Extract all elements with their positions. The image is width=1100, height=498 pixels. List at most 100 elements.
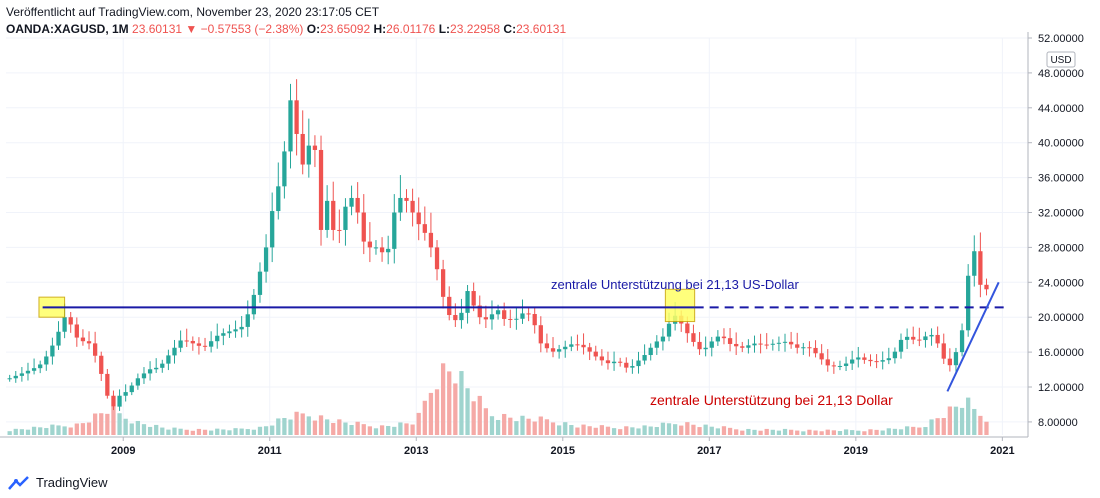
volume-bar (727, 427, 733, 435)
volume-bar (343, 422, 348, 435)
candle-body (74, 324, 79, 338)
tradingview-brand: TradingView (36, 475, 108, 490)
candle-body (68, 317, 73, 325)
volume-bar (648, 426, 653, 435)
volume-bar (270, 425, 275, 435)
candle-body (318, 149, 324, 230)
drawings: zentrale Unterstützung bei 21,13 US-Doll… (38, 277, 1005, 408)
chart-header: Veröffentlicht auf TradingView.com, Nove… (6, 4, 1100, 38)
candle-body (62, 317, 67, 332)
time-axis: 2009 2011 2013 2015 2017 2019 2021 (0, 436, 1028, 457)
volume-bar (837, 431, 843, 435)
volume-bar (245, 429, 250, 435)
candle-body (208, 341, 214, 347)
candle-body (556, 349, 562, 352)
volume-bar (459, 371, 464, 435)
candle-body (331, 200, 336, 230)
candle-body (129, 385, 134, 393)
close-label: C: (503, 22, 517, 36)
volume-bar (434, 389, 440, 435)
candle-body (7, 378, 12, 380)
open-label: O: (306, 22, 321, 36)
volume-bar (856, 430, 861, 435)
high-value: 26.01176 (386, 22, 436, 36)
volume-bar (440, 363, 446, 435)
candle-body (453, 315, 458, 321)
candle-body (135, 378, 141, 386)
candle-body (837, 365, 843, 367)
candle-body (428, 232, 434, 248)
volume-bar (526, 418, 531, 435)
currency-badge-label: USD (1050, 55, 1071, 66)
candle-body (642, 355, 647, 361)
candle-body (648, 347, 653, 356)
candle-body (831, 365, 836, 367)
x-tick-label: 2011 (258, 445, 282, 457)
candle-body (514, 318, 519, 320)
candle-body (31, 368, 37, 371)
y-tick-label: 44.00000 (1038, 103, 1084, 115)
published-line: Veröffentlicht auf TradingView.com, Nove… (6, 5, 380, 19)
candle-body (825, 359, 830, 366)
volume-bar (135, 420, 141, 435)
candle-body (758, 343, 763, 345)
candle-body (813, 347, 818, 354)
candle-body (691, 333, 696, 342)
volume-bar (703, 424, 708, 435)
ohlc-line: OANDA:XAGUSD, 1M 23.60131 ▼ −0.57553 (−2… (6, 21, 1100, 38)
volume-bar (257, 426, 263, 435)
volume-bar (734, 429, 739, 435)
volume-bar (520, 415, 525, 435)
candle-body (56, 331, 61, 346)
price-axis: 8.00000 12.00000 16.00000 20.00000 24.00000 2… (1027, 32, 1084, 437)
tradingview-logo-icon (8, 475, 29, 490)
volume-bar (233, 428, 238, 435)
candle-body (105, 373, 110, 396)
candle-body (147, 369, 153, 374)
candle-body (941, 343, 946, 359)
volume-bar (813, 430, 818, 435)
volume-bar (489, 416, 495, 435)
volume-bar (935, 418, 940, 435)
down-arrow-icon: ▼ (185, 22, 198, 36)
volume-bar (324, 419, 330, 435)
volume-bar (569, 425, 574, 435)
volume-bar (86, 422, 92, 435)
x-tick-label: 2019 (844, 445, 868, 457)
candle-body (819, 353, 824, 360)
volume-bar (282, 418, 287, 435)
candle-body (349, 197, 354, 207)
candle-body (917, 339, 922, 341)
candle-body (618, 361, 623, 363)
volume-bar (44, 428, 49, 435)
volume-bar (355, 421, 360, 435)
volume-bar (672, 424, 678, 435)
volume-bar (593, 427, 598, 435)
volume-bar (770, 429, 775, 435)
candle-body (288, 100, 293, 152)
candle-body (807, 347, 812, 349)
candle-body (508, 318, 513, 320)
volume-bar (190, 430, 195, 435)
candle-body (966, 275, 971, 331)
volume-bar (556, 425, 562, 435)
candle-body (154, 367, 159, 370)
candle-body (343, 206, 348, 230)
candle-body (697, 341, 702, 350)
candle-body (215, 335, 220, 342)
candle-body (776, 342, 782, 344)
candle-body (379, 247, 385, 253)
volume-bar (886, 428, 891, 435)
x-tick-label: 2009 (111, 445, 135, 457)
volume-bar (654, 427, 659, 435)
candle-body (599, 356, 604, 361)
volume-bar (208, 430, 214, 435)
volume-bar (898, 429, 904, 435)
volume-bar (331, 422, 336, 435)
candle-body (911, 336, 916, 340)
chart-grid (6, 37, 1028, 435)
volume-bar (502, 413, 507, 435)
volume-bar (978, 415, 983, 435)
candle-body (709, 341, 714, 348)
